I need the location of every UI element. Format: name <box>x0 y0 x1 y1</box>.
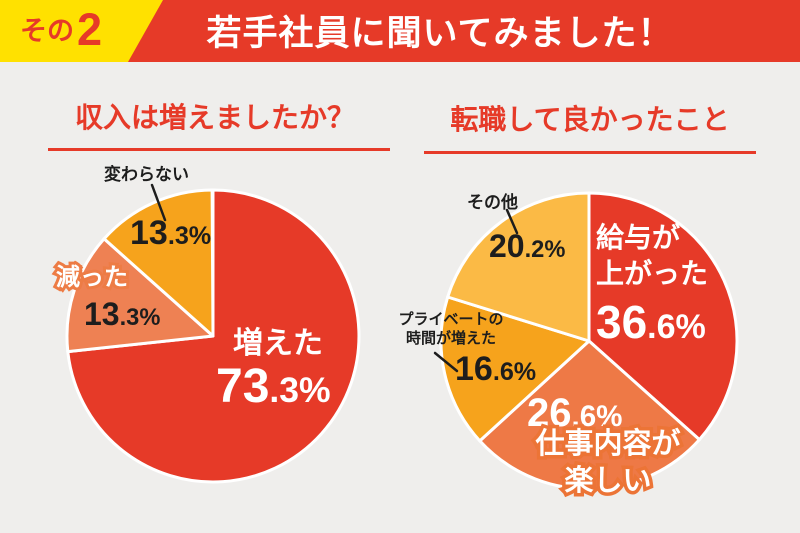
pie-slice-1-0 <box>587 191 739 442</box>
slice-percent-integer: 13 <box>84 296 120 332</box>
page-title: 若手社員に聞いてみました！ <box>206 13 674 53</box>
header-banner: その 2 若手社員に聞いてみました！ <box>0 0 800 62</box>
slice-label-line: 仕事内容が <box>532 424 684 463</box>
label-pointer-line <box>150 183 167 222</box>
slice-label: 仕事内容が 楽しい <box>518 424 698 501</box>
slice-percent: 13.3% <box>130 212 211 256</box>
pie-slice-0-1 <box>65 237 215 354</box>
pie-slice-0-2 <box>102 188 215 338</box>
right-chart-title: 転職して良かったこと <box>450 104 730 135</box>
slice-label: 給与が 上がった <box>596 220 708 292</box>
slice-percent: 16.6% <box>455 348 536 392</box>
slice-percent: 36.6% <box>596 293 706 352</box>
slice-percent-decimal: .3% <box>119 305 161 331</box>
slice-percent-integer: 13 <box>130 214 168 252</box>
badge-prefix-text: その <box>20 15 74 46</box>
slice-percent-decimal: .2% <box>524 237 566 263</box>
slice-percent-decimal: .3% <box>167 222 212 250</box>
slice-label: 変わらない <box>104 165 189 184</box>
slice-label-line: 時間が増えた <box>405 330 496 348</box>
slice-percent: 73.3% <box>216 356 331 417</box>
pie-slice-1-2 <box>439 295 591 443</box>
pie-slice-1-3 <box>446 191 591 343</box>
slice-percent-decimal: .6% <box>647 308 706 346</box>
slice-percent-integer: 26 <box>527 391 572 435</box>
left-chart-title: 収入は増えましたか？ <box>74 102 355 133</box>
slice-percent-integer: 16 <box>455 350 493 388</box>
slice-percent: 26.6% <box>527 388 623 439</box>
header-badge: その 2 <box>0 0 163 62</box>
label-pointer-line <box>433 351 459 373</box>
slice-label: その他 <box>467 193 518 212</box>
benefits-pie-chart <box>433 191 739 491</box>
slice-percent-decimal: .3% <box>269 370 331 410</box>
slice-label: 増えた <box>233 327 323 360</box>
slice-label: プライベートの 時間が増えた <box>396 310 506 348</box>
pie-slice-1-1 <box>478 339 701 491</box>
slice-percent-integer: 36 <box>596 296 648 348</box>
slice-label-line: プライベートの <box>398 311 504 328</box>
income-pie-chart <box>65 183 361 484</box>
slice-percent: 13.3% <box>84 294 160 335</box>
slice-percent-integer: 73 <box>216 360 270 413</box>
label-pointer-line <box>505 208 519 235</box>
slice-label-line: 楽しい <box>561 462 655 501</box>
slice-label: 減った <box>53 261 131 294</box>
left-title-underline <box>48 148 390 151</box>
slice-label-line: 給与が <box>596 222 681 253</box>
slice-percent-decimal: .6% <box>492 358 537 386</box>
slice-percent-decimal: .6% <box>571 400 623 433</box>
slice-percent-integer: 20 <box>489 228 525 264</box>
right-title-underline <box>424 151 756 154</box>
badge-number-text: 2 <box>77 3 103 55</box>
slice-percent: 20.2% <box>489 226 565 267</box>
slice-label-line: 上がった <box>596 257 709 289</box>
